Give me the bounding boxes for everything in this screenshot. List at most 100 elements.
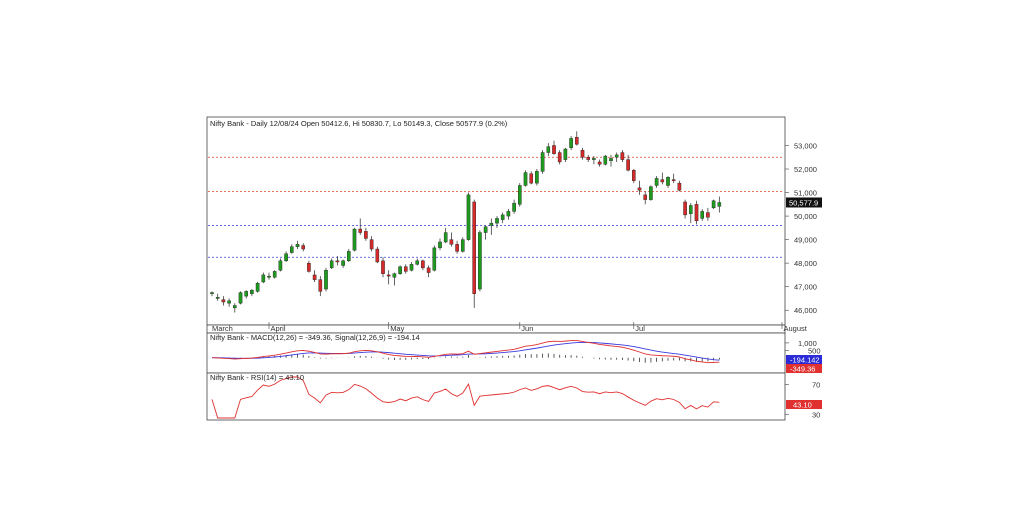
candle xyxy=(643,191,647,205)
candle xyxy=(700,209,704,221)
price-panel: Nifty Bank - Daily 12/08/24 Open 50412.6… xyxy=(206,116,822,326)
candle xyxy=(255,281,260,293)
candle xyxy=(683,199,687,219)
candle xyxy=(632,169,636,184)
rsi-y-tick: 30 xyxy=(812,410,820,419)
macd-signal-tag: -194.142 xyxy=(786,355,822,365)
price-y-tick: 52,000 xyxy=(794,165,817,174)
candle xyxy=(432,245,437,272)
candle xyxy=(443,227,448,244)
candle xyxy=(483,225,488,240)
candle xyxy=(666,176,670,188)
candle xyxy=(352,227,357,252)
candle xyxy=(398,265,402,275)
candle xyxy=(426,265,431,278)
month-label: Jun xyxy=(521,324,533,333)
rsi-panel: Nifty Bank - RSI(14) = 43.10 70 30 43.10 xyxy=(206,372,822,421)
candle xyxy=(329,258,334,270)
last-price-tag: 50,577.9 xyxy=(786,197,822,208)
candle xyxy=(250,289,254,297)
macd-title: Nifty Bank - MACD(12,26) = -349.36, Sign… xyxy=(210,333,420,342)
price-y-tick: 47,000 xyxy=(794,283,817,292)
candle xyxy=(512,199,516,214)
candle xyxy=(301,243,306,252)
candle xyxy=(592,156,596,165)
candle xyxy=(552,140,556,155)
candle xyxy=(455,240,459,254)
rsi-y-tick: 70 xyxy=(812,380,820,389)
candle xyxy=(267,272,271,280)
candle xyxy=(586,154,590,162)
candle xyxy=(449,232,454,247)
candle xyxy=(238,291,243,305)
rsi-value-tag: 43.10 xyxy=(786,400,822,409)
month-label: Jul xyxy=(635,324,645,333)
candle xyxy=(278,258,283,272)
candle xyxy=(307,260,311,273)
candle xyxy=(358,218,363,235)
price-y-tick: 50,000 xyxy=(794,212,817,221)
macd-panel: Nifty Bank - MACD(12,26) = -349.36, Sign… xyxy=(206,332,822,374)
candle xyxy=(575,131,579,146)
candle xyxy=(318,276,323,297)
macd-y-tick: 500 xyxy=(808,346,821,355)
candle xyxy=(597,159,602,167)
candle xyxy=(671,173,676,184)
candle xyxy=(215,293,220,301)
candle xyxy=(580,147,585,160)
candle xyxy=(369,236,374,252)
price-title: Nifty Bank - Daily 12/08/24 Open 50412.6… xyxy=(210,119,508,128)
candle xyxy=(540,150,545,174)
price-y-tick: 46,000 xyxy=(794,306,817,315)
macd-value-tag: -349.36 xyxy=(786,364,822,374)
candle xyxy=(500,212,505,224)
candle xyxy=(392,272,397,286)
candle xyxy=(660,172,665,185)
macd-signal-line xyxy=(211,341,720,361)
candle xyxy=(495,216,499,228)
candle xyxy=(312,270,317,282)
candle xyxy=(654,176,659,188)
candle xyxy=(347,249,351,262)
month-label: May xyxy=(390,324,404,333)
candle xyxy=(711,199,716,210)
candle xyxy=(415,258,420,266)
month-label: April xyxy=(271,324,286,333)
candle xyxy=(290,244,294,254)
candle xyxy=(620,150,625,162)
candle xyxy=(523,170,528,187)
price-y-tick: 49,000 xyxy=(794,236,817,245)
macd-value-tag-label: -349.36 xyxy=(790,365,815,374)
macd-y-tick: 1,000 xyxy=(798,339,817,348)
candle xyxy=(603,154,608,166)
price-y-axis: 46,000 47,000 48,000 49,000 50,000 51,000 52,0… xyxy=(785,141,817,315)
month-label: March xyxy=(212,324,233,333)
candle xyxy=(421,259,425,271)
macd-line xyxy=(211,340,720,364)
candle xyxy=(518,183,522,207)
rsi-value-tag-label: 43.10 xyxy=(793,400,812,409)
candle xyxy=(461,237,465,253)
candle xyxy=(295,240,300,250)
candle xyxy=(404,264,408,274)
candle xyxy=(506,209,511,220)
candle xyxy=(557,150,562,165)
candle xyxy=(626,154,630,172)
candle xyxy=(438,238,442,251)
candle xyxy=(717,196,722,213)
candle xyxy=(706,207,710,221)
candle xyxy=(409,261,414,272)
candle xyxy=(478,230,482,292)
candle xyxy=(609,154,613,167)
candle xyxy=(563,147,568,162)
price-y-tick: 51,000 xyxy=(794,189,817,198)
candle xyxy=(677,180,682,192)
candle xyxy=(489,218,494,235)
candle xyxy=(375,246,380,264)
candle xyxy=(335,256,340,266)
candle xyxy=(472,199,477,308)
candle xyxy=(466,192,471,241)
month-label: August xyxy=(784,324,808,333)
candle xyxy=(261,272,266,284)
